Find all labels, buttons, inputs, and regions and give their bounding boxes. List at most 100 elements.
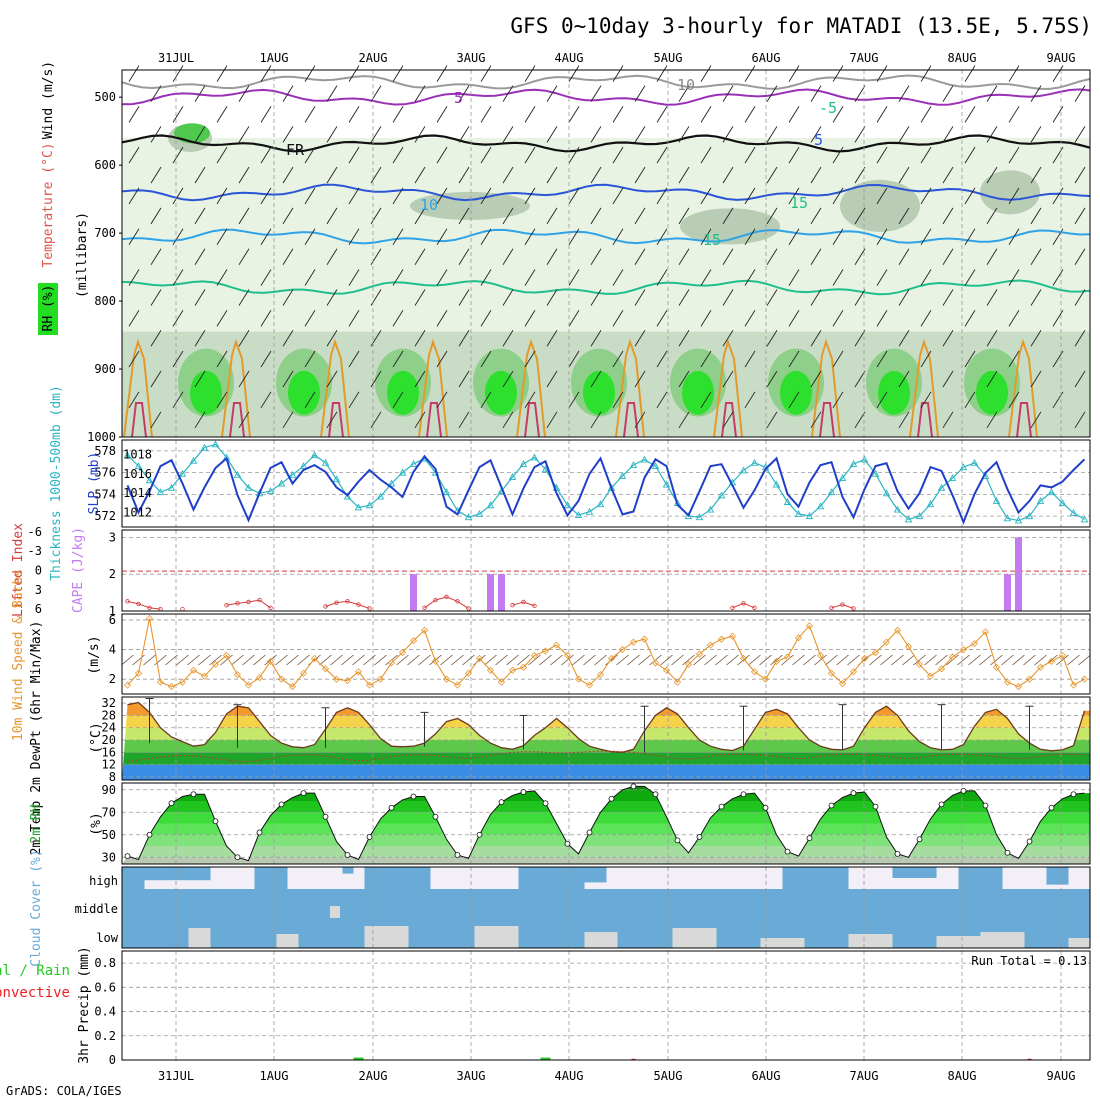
run-total-label: Run Total = 0.13 — [971, 954, 1087, 968]
temp-band — [122, 727, 1090, 741]
cloud-high-block — [364, 867, 431, 889]
wind-barb — [238, 126, 250, 143]
wind-barb — [854, 289, 866, 306]
rh-point — [432, 813, 439, 820]
wind-barb — [194, 126, 206, 143]
rh-point — [872, 803, 879, 810]
wind-speed-point — [288, 683, 297, 691]
wind-barb — [986, 126, 998, 143]
wind-barb — [942, 370, 954, 388]
wind-barb-10m — [374, 654, 387, 666]
thickness-point — [343, 492, 352, 500]
wind-barb — [502, 370, 514, 388]
thickness-point — [838, 474, 847, 482]
wind-barb — [700, 146, 712, 164]
wind-barb — [436, 269, 448, 286]
temperature-contour — [221, 338, 251, 438]
cape-tick-label: 1 — [109, 604, 116, 618]
wind-speed-point — [629, 638, 638, 646]
wind-barb — [282, 330, 294, 347]
rh-tick-label: 30 — [102, 850, 116, 864]
rh-band — [122, 812, 1090, 824]
wind-barb — [348, 106, 360, 123]
wind-barb — [172, 146, 184, 164]
wind-speed-point — [607, 654, 616, 663]
precip-convective-bar — [1027, 1058, 1032, 1060]
wind-barb — [128, 269, 140, 286]
wind-barb — [788, 187, 800, 205]
wind-barb — [172, 391, 184, 409]
wind-barb — [128, 187, 140, 205]
rh-point — [322, 813, 329, 820]
wind-barb — [128, 146, 140, 164]
thickness-tick-label: 574 — [94, 487, 116, 501]
wind-barb — [986, 289, 998, 306]
lifted-index-point — [422, 605, 427, 610]
wind-barb-10m — [1001, 654, 1014, 666]
wind-barb — [876, 106, 888, 123]
wind-barb — [656, 187, 668, 205]
wind-barb — [722, 207, 734, 225]
wind-barb — [612, 187, 624, 205]
wind-barb — [722, 85, 734, 102]
thickness-point — [783, 498, 792, 505]
thickness-point — [277, 479, 286, 487]
thickness-point — [1080, 515, 1089, 523]
wind-barb — [480, 187, 492, 205]
wind-barb — [920, 146, 932, 164]
wind-barb — [854, 207, 866, 225]
wind-barb-10m — [506, 654, 519, 666]
wind-barb — [128, 65, 140, 82]
wind-barb — [854, 248, 866, 265]
wind-barb — [150, 370, 162, 388]
thickness-point — [354, 503, 363, 511]
wind-barb-10m — [561, 654, 574, 666]
wind-barb-10m — [902, 654, 915, 666]
temp-tick-label: 16 — [102, 745, 116, 759]
wind-barb — [722, 330, 734, 347]
wind-barb — [546, 289, 558, 306]
cloud-low-block — [364, 926, 409, 948]
thickness-point — [717, 491, 726, 499]
date-label-bottom: 31JUL — [158, 1069, 194, 1083]
wind-barb — [986, 207, 998, 225]
wind-barb — [612, 350, 624, 368]
wind-barb — [766, 126, 778, 143]
temp2m-frame — [121, 696, 1091, 781]
wind-speed-point — [321, 665, 330, 673]
wind-barb — [722, 248, 734, 265]
wind-barb — [370, 207, 382, 225]
wind-barb — [810, 248, 822, 265]
rh-point — [828, 802, 835, 809]
rh-point — [278, 801, 285, 808]
wind-barb — [766, 330, 778, 347]
lifted-index-line — [831, 604, 854, 609]
wind-barb — [1074, 85, 1086, 102]
wind-barb-10m — [363, 654, 376, 666]
wind-barb-10m — [451, 654, 464, 666]
lifted-index-line — [424, 596, 469, 609]
thickness-point — [860, 455, 869, 463]
precip-tick-label: 0.4 — [94, 1005, 116, 1019]
wind10m-axis-label: 10m Wind Speed & Barbs — [11, 569, 26, 741]
wind-speed-point — [255, 674, 264, 682]
wind-barb — [964, 228, 976, 245]
wind-barb — [172, 106, 184, 123]
wind-barb — [436, 65, 448, 82]
thickness-point — [574, 511, 583, 518]
wind-barb — [920, 65, 932, 82]
rh-blob-saturated — [288, 370, 320, 415]
wind-barb — [392, 146, 404, 164]
wind-barb — [260, 106, 272, 123]
wind-barb — [238, 289, 250, 306]
wind-barb — [524, 310, 536, 327]
wind-barb-10m — [682, 654, 695, 666]
wind-barb — [216, 106, 228, 123]
wind-barb — [1030, 248, 1042, 265]
wind-barb — [348, 146, 360, 164]
wind-barb — [172, 228, 184, 245]
wind-barb — [150, 166, 162, 184]
wind-barb — [568, 65, 580, 82]
lifted-index-point — [521, 599, 526, 605]
wind-barb — [480, 391, 492, 409]
